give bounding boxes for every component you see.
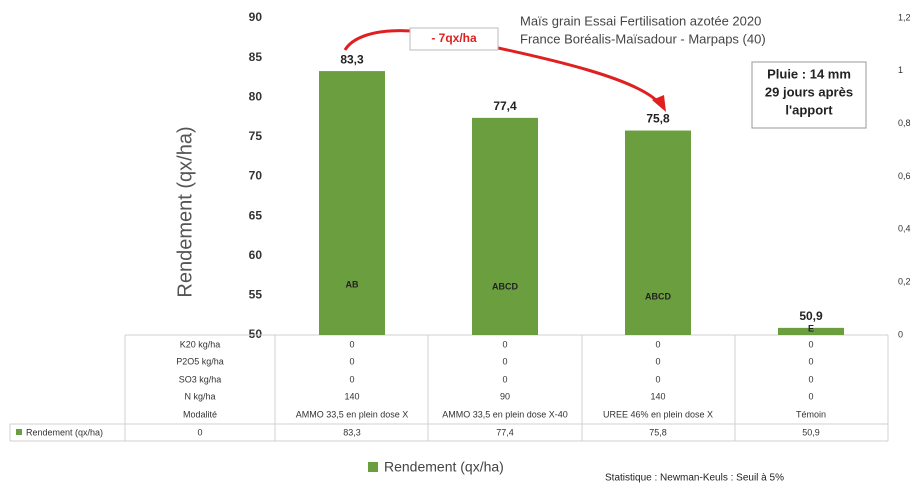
note-line: Pluie : 14 mm xyxy=(767,66,851,81)
y-tick-label: 75 xyxy=(249,129,263,143)
y2-tick-label: 0,6 xyxy=(898,171,911,181)
chart-title: Maïs grain Essai Fertilisation azotée 20… xyxy=(520,13,761,28)
arrow-head xyxy=(652,95,666,112)
y-tick-label: 55 xyxy=(249,288,263,302)
table-row-label: Modalité xyxy=(183,409,217,419)
table-cell: 0 xyxy=(349,374,354,384)
table-cell: 0 xyxy=(502,356,507,366)
table-cell: 83,3 xyxy=(343,427,361,437)
table-cell: 140 xyxy=(344,391,359,401)
table-cell: 75,8 xyxy=(649,427,667,437)
table-cell: 0 xyxy=(655,374,660,384)
annotation-box xyxy=(409,27,499,51)
y2-tick-label: 1 xyxy=(898,65,903,75)
annotation: - 7qx/ha xyxy=(431,31,477,45)
table-cell: 0 xyxy=(655,339,660,349)
x-tick-label: UREE 46% en plein dose X xyxy=(603,409,713,419)
y2-tick-label: 0,4 xyxy=(898,224,911,234)
table-cell: 0 xyxy=(197,427,202,437)
y-tick-label: 90 xyxy=(249,10,263,24)
value-label: 83,3 xyxy=(340,52,364,66)
table-cell: 77,4 xyxy=(496,427,514,437)
table-cell: 140 xyxy=(650,391,665,401)
table-row-label: SO3 kg/ha xyxy=(179,374,222,384)
table-cell: 0 xyxy=(808,391,813,401)
table-cell: 50,9 xyxy=(802,427,820,437)
letter-label: ABCD xyxy=(645,291,671,301)
table-row-label: P2O5 kg/ha xyxy=(176,356,224,366)
value-label: 50,9 xyxy=(799,309,823,323)
table-cell: 0 xyxy=(655,356,660,366)
table-cell: 0 xyxy=(808,374,813,384)
y-tick-label: 60 xyxy=(249,248,263,262)
note-box xyxy=(751,61,867,129)
x-tick-label: AMMO 33,5 en plein dose X-40 xyxy=(442,409,568,419)
table-cell: 0 xyxy=(502,374,507,384)
note-line: l'apport xyxy=(785,102,833,117)
y2-tick-label: 0,2 xyxy=(898,277,911,287)
footnote: Statistique : Newman-Keuls : Seuil à 5% xyxy=(605,473,784,484)
letter-label: E xyxy=(808,323,814,333)
note-line: 29 jours après xyxy=(765,84,853,99)
legend-label: Rendement (qx/ha) xyxy=(384,459,504,475)
table-cell: 0 xyxy=(349,339,354,349)
y2-tick-label: 0,8 xyxy=(898,118,911,128)
chart-subtitle: France Boréalis-Maïsadour - Marpaps (40) xyxy=(520,31,766,46)
value-label: 75,8 xyxy=(646,112,670,126)
legend-key xyxy=(16,429,22,435)
table-cell: 0 xyxy=(808,339,813,349)
y-axis-title: Rendement (qx/ha) xyxy=(174,126,196,297)
legend-key xyxy=(368,462,378,472)
table-cell: 0 xyxy=(808,356,813,366)
table-row-label: K20 kg/ha xyxy=(180,339,221,349)
bar xyxy=(472,117,538,335)
y-tick-label: 50 xyxy=(249,327,263,341)
letter-label: AB xyxy=(346,279,359,289)
letter-label: ABCD xyxy=(492,281,518,291)
y-tick-label: 80 xyxy=(249,89,263,103)
y2-tick-label: 1,2 xyxy=(898,12,911,22)
x-tick-label: Témoin xyxy=(796,409,826,419)
bar xyxy=(319,71,385,335)
y-tick-label: 85 xyxy=(249,50,263,64)
table-row-label: N kg/ha xyxy=(184,391,215,401)
table-series-label: Rendement (qx/ha) xyxy=(26,427,103,437)
y-tick-label: 70 xyxy=(249,169,263,183)
table-cell: 0 xyxy=(502,339,507,349)
bar xyxy=(778,327,844,335)
x-tick-label: AMMO 33,5 en plein dose X xyxy=(296,409,409,419)
bar xyxy=(625,130,691,335)
table-cell: 90 xyxy=(500,391,510,401)
table-cell: 0 xyxy=(349,356,354,366)
value-label: 77,4 xyxy=(493,99,517,113)
y-tick-label: 65 xyxy=(249,208,263,222)
y2-tick-label: 0 xyxy=(898,329,903,339)
